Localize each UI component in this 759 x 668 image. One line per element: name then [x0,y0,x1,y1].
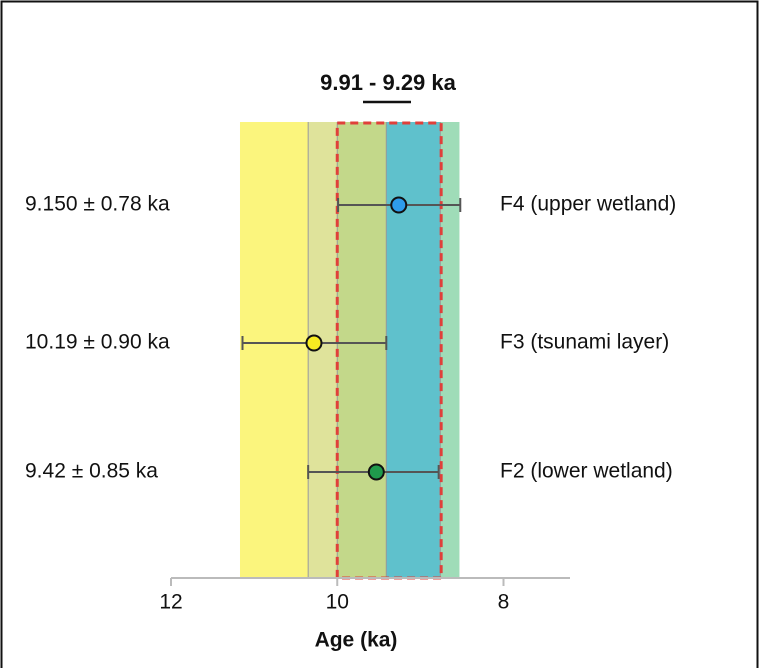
x-tick-label: 12 [159,591,182,614]
point-label: 10.19 ± 0.90 ka [25,331,170,354]
x-tick-label: 10 [326,591,349,614]
age-band [337,122,387,578]
age-band [239,122,309,578]
point-label: 9.150 ± 0.78 ka [25,193,170,216]
age-band [440,122,460,578]
chart-title: 9.91 - 9.29 ka [320,70,457,95]
point-name: F3 (tsunami layer) [500,331,669,354]
age-point [390,196,408,214]
x-axis-label: Age (ka) [315,629,398,652]
age-point [305,334,323,352]
age-point [367,463,385,481]
highlight-box [335,121,443,580]
bands [239,122,460,578]
point-name: F2 (lower wetland) [500,460,673,483]
age-band [386,122,441,578]
point-label: 9.42 ± 0.85 ka [25,460,158,483]
point-name: F4 (upper wetland) [500,193,676,216]
x-tick-label: 8 [498,591,510,614]
